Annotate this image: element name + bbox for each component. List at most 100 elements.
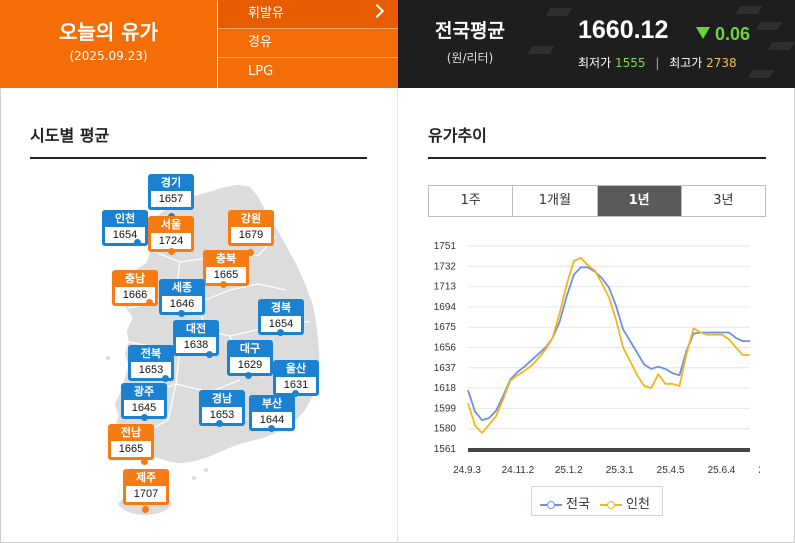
region-price: 1724 bbox=[151, 233, 191, 249]
min-price-value: 1555 bbox=[614, 56, 646, 70]
region-name: 경북 bbox=[270, 301, 292, 314]
x-axis-baseline bbox=[468, 448, 750, 452]
region-dot bbox=[141, 458, 148, 465]
region-price: 1666 bbox=[115, 287, 155, 303]
region-dot bbox=[168, 248, 175, 255]
series-line-national bbox=[467, 266, 750, 422]
region-name: 경남 bbox=[211, 392, 233, 405]
min-max-prices: 최저가 1555 | 최고가 2738 bbox=[578, 54, 737, 71]
legend-item-incheon[interactable]: 인천 bbox=[600, 493, 650, 512]
series-line-incheon bbox=[467, 256, 750, 434]
region-name: 제주 bbox=[135, 471, 157, 484]
region-dot bbox=[146, 299, 153, 306]
region-price: 1653 bbox=[202, 407, 242, 423]
y-tick-label: 1561 bbox=[434, 444, 457, 455]
fuel-item-label: LPG bbox=[248, 64, 274, 79]
region-price: 1679 bbox=[231, 227, 271, 243]
y-tick-label: 1580 bbox=[434, 424, 457, 435]
region-badge-gyeongnam[interactable]: 경남 1653 bbox=[199, 390, 245, 426]
region-name: 인천 bbox=[114, 212, 136, 225]
section-underline bbox=[30, 157, 367, 159]
region-badge-chungbuk[interactable]: 충북 1665 bbox=[203, 250, 249, 286]
x-tick-label: 24.11.2 bbox=[502, 465, 535, 476]
region-dot bbox=[268, 425, 275, 432]
price-trend-chart: 1561 1580 1599 1618 1637 1656 1675 1694 1713 1732… bbox=[434, 241, 760, 476]
fuel-item-lpg[interactable]: LPG bbox=[218, 58, 398, 87]
legend-line-marker bbox=[540, 500, 562, 509]
fuel-item-diesel[interactable]: 경유 bbox=[218, 29, 398, 58]
region-badge-daejeon[interactable]: 대전 1638 bbox=[173, 320, 219, 356]
region-name: 충북 bbox=[215, 252, 237, 265]
region-badge-gangwon[interactable]: 강원 1679 bbox=[228, 210, 274, 246]
region-name: 충남 bbox=[124, 272, 146, 285]
region-price: 1646 bbox=[162, 296, 202, 312]
max-price-value: 2738 bbox=[706, 56, 737, 70]
fuel-item-label: 경유 bbox=[248, 35, 272, 50]
x-tick-label: 25.6.4 bbox=[708, 465, 736, 476]
fuel-item-gasoline[interactable]: 휘발유 bbox=[218, 0, 398, 29]
triangle-down-icon bbox=[696, 27, 710, 39]
tab-1-week[interactable]: 1주 bbox=[429, 186, 514, 216]
chart-legend: 전국 인천 bbox=[531, 486, 663, 516]
x-tick-label: 24.9.3 bbox=[453, 465, 481, 476]
region-badge-ulsan[interactable]: 울산 1631 bbox=[273, 360, 319, 396]
today-price-box: 오늘의 유가 (2025.09.23) bbox=[0, 0, 217, 88]
price-change-value: 0.06 bbox=[715, 24, 751, 44]
legend-item-national[interactable]: 전국 bbox=[540, 493, 590, 512]
region-badge-daegu[interactable]: 대구 1629 bbox=[227, 340, 273, 376]
region-name: 부산 bbox=[261, 397, 283, 410]
tab-1-month[interactable]: 1개월 bbox=[513, 186, 598, 216]
region-name: 광주 bbox=[133, 385, 155, 398]
price-change: 0.06 bbox=[696, 24, 750, 45]
region-badge-incheon[interactable]: 인천 1654 bbox=[102, 210, 148, 246]
region-badge-jeonnam[interactable]: 전남 1665 bbox=[108, 424, 154, 460]
region-dot bbox=[141, 414, 148, 421]
region-price: 1654 bbox=[261, 316, 301, 332]
region-price: 1665 bbox=[111, 441, 151, 457]
region-dot bbox=[162, 375, 169, 382]
region-price: 1657 bbox=[151, 191, 191, 207]
fuel-item-label: 휘발유 bbox=[248, 6, 284, 21]
region-name: 경기 bbox=[160, 176, 182, 189]
region-price: 1638 bbox=[176, 337, 216, 353]
region-dot bbox=[277, 329, 284, 336]
region-dot bbox=[292, 390, 299, 397]
region-name: 대전 bbox=[185, 322, 207, 335]
y-tick-label: 1713 bbox=[434, 282, 457, 293]
panel-divider bbox=[397, 88, 398, 543]
region-name: 대구 bbox=[239, 342, 261, 355]
region-badge-gyeonggi[interactable]: 경기 1657 bbox=[148, 174, 194, 210]
region-dot bbox=[206, 351, 213, 358]
region-badge-seoul[interactable]: 서울 1724 bbox=[148, 216, 194, 252]
y-tick-label: 1637 bbox=[434, 363, 457, 374]
y-tick-label: 1751 bbox=[434, 241, 457, 252]
period-tabs: 1주 1개월 1년 3년 bbox=[428, 185, 766, 217]
y-tick-label: 1656 bbox=[434, 343, 457, 354]
region-dot bbox=[142, 506, 149, 513]
y-tick-label: 1675 bbox=[434, 322, 457, 333]
region-badge-jeonbuk[interactable]: 전북 1653 bbox=[128, 345, 174, 381]
region-name: 전북 bbox=[140, 347, 162, 360]
region-badge-gwangju[interactable]: 광주 1645 bbox=[121, 383, 167, 419]
legend-line-marker bbox=[600, 500, 622, 509]
region-price: 1707 bbox=[126, 486, 166, 502]
region-dot bbox=[134, 239, 141, 246]
legend-label: 인천 bbox=[626, 497, 650, 512]
region-badge-busan[interactable]: 부산 1644 bbox=[249, 395, 295, 431]
x-tick-label: 25.8.3 bbox=[758, 465, 760, 476]
section-underline bbox=[428, 157, 766, 159]
region-name: 강원 bbox=[240, 212, 262, 225]
region-price: 1645 bbox=[124, 400, 164, 416]
x-tick-label: 25.3.1 bbox=[606, 465, 634, 476]
region-badge-jeju[interactable]: 제주 1707 bbox=[123, 469, 169, 505]
region-price: 1629 bbox=[230, 357, 270, 373]
tab-1-year[interactable]: 1년 bbox=[597, 186, 682, 216]
tab-3-years[interactable]: 3년 bbox=[713, 193, 734, 208]
region-badge-sejong[interactable]: 세종 1646 bbox=[159, 279, 205, 315]
header: 오늘의 유가 (2025.09.23) 휘발유 경유 LPG 전국평균 (원/리… bbox=[0, 0, 795, 88]
header-title: 오늘의 유가 bbox=[59, 20, 158, 44]
region-price: 1665 bbox=[206, 267, 246, 283]
y-tick-label: 1732 bbox=[434, 261, 457, 272]
separator: | bbox=[655, 56, 660, 70]
region-dot bbox=[216, 420, 223, 427]
